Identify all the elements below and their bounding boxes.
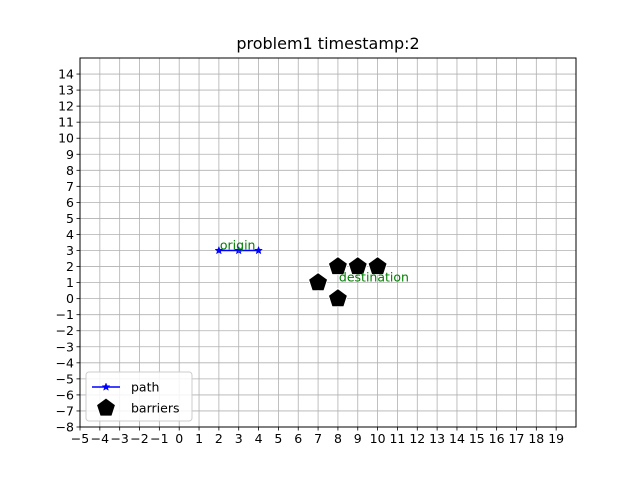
- plot-frame: [79, 57, 577, 428]
- y-tick-label: 11: [58, 115, 74, 130]
- grid: [79, 58, 576, 428]
- barrier-point: [327, 255, 349, 276]
- y-tick-label: 4: [66, 227, 74, 242]
- y-tick-label: −5: [56, 371, 74, 386]
- y-tick-label: 5: [66, 211, 74, 226]
- x-tick-label: 15: [469, 431, 485, 446]
- x-tick-label: 11: [389, 431, 405, 446]
- chart-title: problem1 timestamp:2: [236, 34, 419, 53]
- y-tick-label: −3: [56, 339, 74, 354]
- x-tick-label: 13: [429, 431, 445, 446]
- x-tick-label: −1: [150, 431, 168, 446]
- barrier-point: [347, 255, 368, 276]
- y-tick-label: 1: [66, 275, 74, 290]
- y-tick-label: −7: [56, 403, 74, 418]
- x-tick-label: −2: [130, 431, 148, 446]
- x-tick-label: 7: [314, 431, 322, 446]
- path-point: [214, 245, 224, 255]
- x-tick-label: 0: [175, 431, 183, 446]
- y-tick-label: −4: [56, 355, 74, 370]
- legend-barrier-marker: [95, 397, 117, 417]
- x-tick-label: −5: [71, 431, 89, 446]
- y-tick-label: 13: [58, 83, 74, 98]
- x-tick-label: 2: [215, 431, 223, 446]
- y-tick-label: 8: [66, 163, 74, 178]
- y-tick-label: 7: [66, 179, 74, 194]
- legend-path-marker: [101, 382, 111, 391]
- barrier-point: [367, 255, 388, 276]
- x-tick-label: 8: [334, 431, 342, 446]
- x-tick-label: 14: [449, 431, 465, 446]
- y-tick-label: −2: [56, 323, 74, 338]
- path-point: [254, 245, 264, 255]
- path-point: [234, 245, 244, 255]
- axis-ticks: −5 −4 −3 −2 −1 0 1 2 3 4 5 6 7 8 9 10 11 12 13 14 15 16 17 18 19…: [56, 67, 565, 446]
- x-tick-label: 1: [195, 431, 203, 446]
- x-tick-label: 12: [409, 431, 425, 446]
- x-tick-label: 16: [489, 431, 505, 446]
- y-tick-label: 14: [58, 67, 74, 82]
- x-tick-label: −4: [91, 431, 109, 446]
- x-tick-label: −3: [110, 431, 128, 446]
- barrier-point: [327, 288, 349, 308]
- plot-series: [214, 245, 388, 308]
- x-tick-label: 5: [274, 431, 282, 446]
- x-tick-label: 6: [294, 431, 302, 446]
- y-tick-label: 0: [66, 291, 74, 306]
- barrier-point: [307, 271, 329, 292]
- x-tick-label: 4: [255, 431, 263, 446]
- annotations: origin destination: [220, 238, 409, 285]
- x-tick-label: 17: [509, 431, 525, 446]
- y-tick-label: −8: [56, 420, 74, 435]
- y-tick-label: 12: [58, 99, 74, 114]
- annotation-destination: destination: [339, 270, 409, 285]
- y-tick-label: 10: [58, 131, 74, 146]
- y-tick-label: 2: [66, 259, 74, 274]
- y-tick-label: −6: [56, 387, 74, 402]
- y-tick-label: 6: [66, 195, 74, 210]
- y-tick-label: −1: [56, 307, 74, 322]
- x-tick-label: 3: [235, 431, 243, 446]
- x-tick-label: 10: [370, 431, 386, 446]
- y-tick-label: 9: [66, 147, 74, 162]
- legend-label-barriers: barriers: [131, 401, 179, 416]
- legend-label-path: path: [131, 380, 159, 395]
- annotation-origin: origin: [220, 238, 256, 253]
- x-tick-label: 18: [528, 431, 544, 446]
- legend: path barriers: [85, 371, 193, 422]
- x-tick-label: 9: [354, 431, 362, 446]
- y-tick-label: 3: [66, 243, 74, 258]
- x-tick-label: 19: [548, 431, 564, 446]
